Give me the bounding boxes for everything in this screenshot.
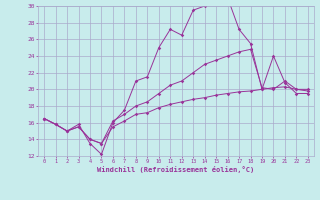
X-axis label: Windchill (Refroidissement éolien,°C): Windchill (Refroidissement éolien,°C) bbox=[97, 166, 255, 173]
